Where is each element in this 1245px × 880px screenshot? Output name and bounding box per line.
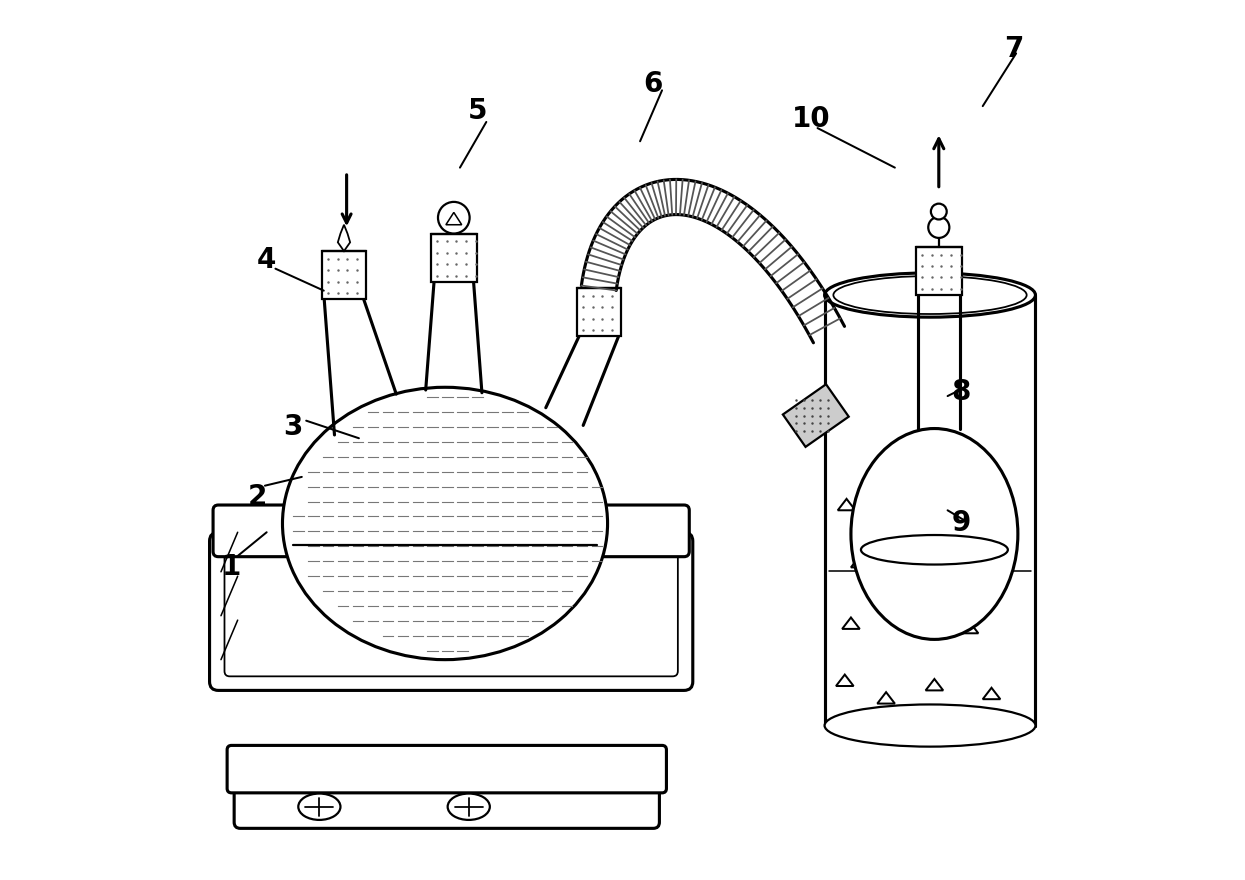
Text: 2: 2 xyxy=(248,483,268,511)
Text: 7: 7 xyxy=(1003,35,1023,63)
Bar xyxy=(916,246,961,295)
FancyBboxPatch shape xyxy=(213,505,690,557)
Circle shape xyxy=(931,203,946,219)
Text: 9: 9 xyxy=(951,510,970,538)
Circle shape xyxy=(929,216,950,238)
Ellipse shape xyxy=(283,387,608,660)
Ellipse shape xyxy=(299,794,340,820)
Ellipse shape xyxy=(448,794,489,820)
Bar xyxy=(431,233,477,282)
Circle shape xyxy=(438,202,469,233)
FancyBboxPatch shape xyxy=(209,532,692,691)
FancyBboxPatch shape xyxy=(234,777,660,828)
Bar xyxy=(576,288,621,336)
Polygon shape xyxy=(446,212,462,224)
Ellipse shape xyxy=(862,535,1008,565)
FancyBboxPatch shape xyxy=(227,745,666,793)
Text: 4: 4 xyxy=(256,246,276,274)
Ellipse shape xyxy=(824,273,1036,317)
Text: 5: 5 xyxy=(468,97,487,125)
Polygon shape xyxy=(783,385,849,447)
Ellipse shape xyxy=(824,705,1036,746)
Ellipse shape xyxy=(833,276,1027,314)
Text: 6: 6 xyxy=(644,70,662,99)
Text: 8: 8 xyxy=(951,378,970,406)
FancyBboxPatch shape xyxy=(224,546,677,677)
Text: 3: 3 xyxy=(284,413,303,441)
Bar xyxy=(322,251,366,299)
Polygon shape xyxy=(337,224,350,251)
Ellipse shape xyxy=(850,429,1018,640)
Text: 10: 10 xyxy=(792,106,830,133)
Text: 1: 1 xyxy=(222,554,242,582)
